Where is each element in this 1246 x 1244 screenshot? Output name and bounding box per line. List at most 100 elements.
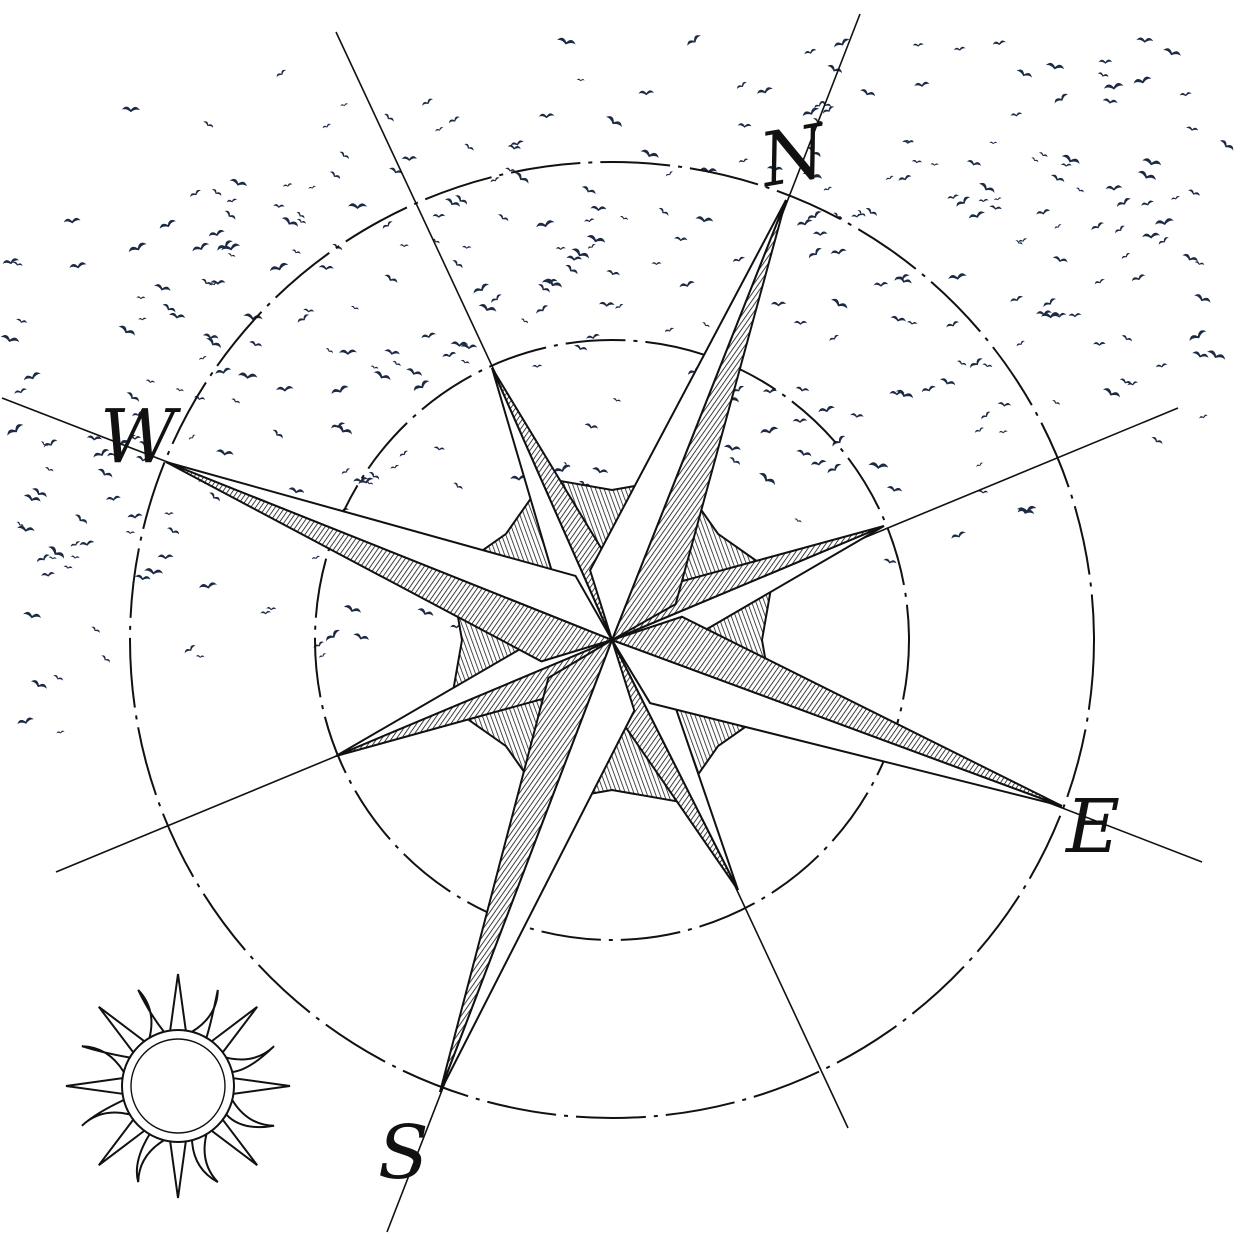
bird [873, 282, 889, 287]
bird [136, 296, 146, 300]
bird [382, 221, 393, 229]
bird [584, 423, 599, 429]
bird [368, 472, 380, 480]
bird [885, 175, 894, 181]
bird [297, 314, 310, 323]
bird [664, 327, 675, 333]
bird [981, 411, 991, 420]
bird [1045, 62, 1065, 70]
bird [118, 325, 135, 336]
bird [865, 207, 877, 217]
bird [432, 214, 446, 218]
bird [422, 98, 433, 106]
bird [184, 645, 196, 654]
bird [291, 249, 301, 255]
bird [79, 540, 95, 546]
bird [1105, 185, 1123, 191]
sun-ray [65, 1077, 124, 1095]
bird [1018, 238, 1028, 243]
bird [221, 243, 241, 251]
bird [1010, 112, 1023, 117]
bird [460, 359, 470, 364]
bird [417, 608, 434, 617]
bird [343, 605, 362, 613]
bird [478, 303, 497, 312]
bird [17, 525, 35, 532]
bird [138, 317, 147, 321]
bird [1102, 98, 1118, 104]
bird [793, 320, 808, 325]
bird [674, 236, 688, 242]
bird [974, 427, 985, 433]
bird [555, 246, 566, 250]
bird [43, 439, 58, 448]
bird [211, 188, 222, 197]
bird [334, 425, 353, 435]
bird [890, 315, 906, 322]
bird [792, 418, 808, 424]
bird [1103, 83, 1124, 90]
bird [276, 385, 294, 392]
bird [48, 556, 57, 560]
bird [814, 101, 824, 109]
bird [201, 278, 212, 286]
bird [44, 467, 54, 472]
bird [1061, 154, 1080, 165]
bird [322, 123, 332, 129]
sun-ray [135, 1132, 167, 1183]
bird [227, 253, 236, 258]
bird [1136, 37, 1154, 43]
bird [794, 518, 802, 523]
west-label: W [100, 394, 182, 480]
bird [350, 305, 359, 310]
bird [1052, 256, 1068, 263]
bird [358, 477, 374, 485]
bird [914, 81, 930, 87]
bird [325, 348, 333, 354]
bird [573, 344, 588, 351]
bird [145, 379, 155, 383]
bird [273, 204, 285, 208]
bird [1119, 378, 1132, 385]
bird [452, 260, 463, 269]
bird [1043, 298, 1057, 308]
bird [699, 167, 718, 174]
bird [190, 189, 201, 198]
bird [159, 219, 176, 229]
bird [70, 541, 81, 547]
rose-point-east [608, 615, 1063, 807]
bird [982, 363, 993, 368]
sun-ray [169, 1140, 187, 1199]
bird [1051, 400, 1060, 405]
bird [129, 436, 141, 440]
bird [70, 555, 80, 559]
bird [976, 462, 984, 467]
bird [384, 349, 400, 355]
bird [1054, 224, 1062, 229]
bird [154, 284, 171, 291]
rose-point-south [439, 636, 636, 1093]
bird [738, 158, 749, 163]
bird [229, 178, 247, 187]
sun-icon [65, 973, 291, 1199]
bird [93, 449, 110, 458]
bird [166, 527, 180, 535]
bird [473, 283, 490, 294]
sun-ray [190, 1132, 219, 1183]
bird [1154, 218, 1174, 225]
bird [14, 388, 28, 394]
east-label: E [1064, 784, 1120, 870]
bird [989, 205, 1002, 210]
bird [1068, 313, 1082, 318]
bird [1098, 59, 1113, 64]
bird [537, 284, 550, 293]
bird [313, 641, 324, 649]
bird [1050, 174, 1065, 183]
bird [1038, 152, 1048, 158]
bird [912, 43, 924, 47]
sun-ray [210, 1006, 258, 1054]
bird [331, 385, 349, 394]
bird [175, 388, 184, 392]
bird [1015, 240, 1023, 245]
bird [757, 87, 773, 94]
